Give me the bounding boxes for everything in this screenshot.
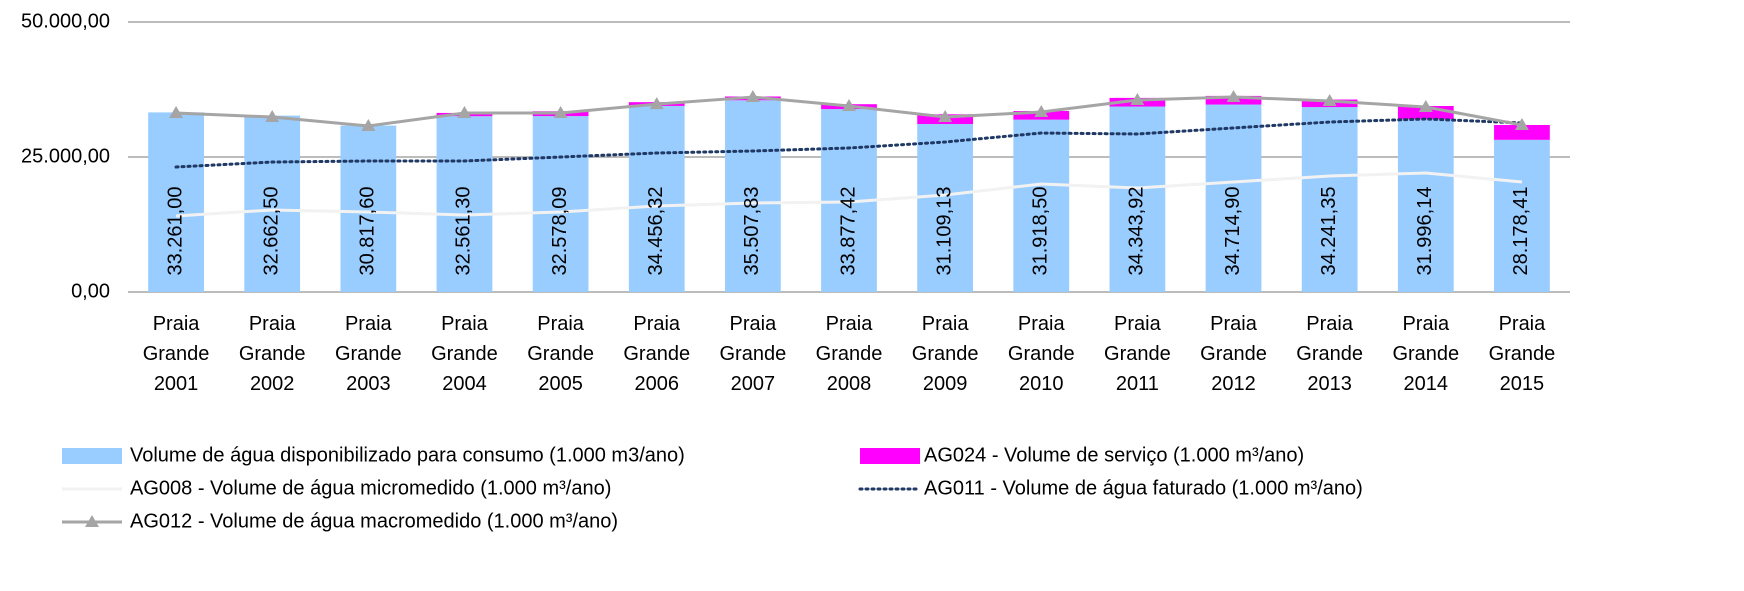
x-tick-label: Praia Grande 2015 [1488,313,1556,395]
bar [1494,139,1550,292]
x-tick-label: Praia Grande 2003 [334,313,402,395]
legend-label: Volume de água disponibilizado para cons… [130,444,685,466]
data-label: 34.343,92 [1126,187,1148,276]
data-label: 33.261,00 [164,187,186,276]
marker [361,119,376,132]
data-label: 31.918,50 [1030,187,1052,276]
legend-swatch [62,448,122,464]
marker [1322,94,1337,107]
marker [842,99,856,112]
x-tick-label: Praia Grande 2008 [815,313,883,395]
legend-swatch [860,448,920,464]
x-tick-label: Praia Grande 2002 [238,313,306,395]
line-series [174,117,1524,169]
bar [148,112,204,293]
legend-label: AG024 - Volume de serviço (1.000 m³/ano) [924,444,1304,466]
x-tick-label: Praia Grande 2004 [431,313,498,395]
legend-label: AG012 - Volume de água macromedido (1.00… [130,510,618,532]
data-label: 35.507,83 [741,187,763,276]
marker [457,105,472,118]
data-label: 32.578,09 [549,187,571,276]
bar [1397,119,1454,292]
data-label: 32.662,50 [260,187,282,276]
x-tick-label: Praia Grande 2007 [719,313,787,395]
bar [532,116,589,293]
bar [436,116,493,293]
y-tick-label: 0,00 [71,280,110,302]
x-tick-label: Praia Grande 2005 [527,313,594,395]
data-label: 34.241,35 [1318,187,1340,276]
legend-label: AG008 - Volume de água micromedido (1.00… [130,477,611,499]
legend-label: AG011 - Volume de água faturado (1.000 m… [924,477,1363,499]
data-label: 32.561,30 [453,187,475,276]
y-tick-label: 25.000,00 [21,145,110,167]
bar [1109,106,1166,292]
marker [649,97,664,110]
marker [169,105,184,118]
marker [1226,90,1241,103]
bar [1494,124,1550,140]
marker [745,90,760,103]
x-tick-label: Praia Grande 2006 [623,313,691,395]
data-label: 30.817,60 [357,187,379,276]
x-tick-label: Praia Grande 2011 [1104,313,1171,395]
data-label: 34.714,90 [1222,187,1244,276]
x-tick-label: Praia Grande 2012 [1200,313,1267,395]
marker [553,105,568,118]
bar [628,105,685,292]
x-tick-label: Praia Grande 2009 [911,313,979,395]
bar [917,124,974,292]
bar [724,100,781,292]
legend-marker [85,515,99,527]
marker [1034,105,1049,118]
x-tick-label: Praia Grande 2010 [1007,313,1075,395]
data-label: 34.456,32 [645,187,667,276]
x-tick-label: Praia Grande 2013 [1296,313,1364,395]
data-label: 28.178,41 [1510,187,1532,276]
x-tick-label: Praia Grande 2014 [1392,313,1460,395]
marker [265,110,280,123]
bar [1013,119,1070,292]
line-series [175,171,1523,218]
marker [1514,117,1529,130]
bar [244,115,301,292]
y-tick-label: 50.000,00 [21,10,110,32]
data-label: 31.996,14 [1414,187,1436,276]
bar [1205,104,1262,292]
x-tick-label: Praia Grande 2001 [142,313,210,395]
marker [1130,93,1145,106]
marker [938,110,953,123]
data-label: 31.109,13 [933,187,955,276]
marker [1418,99,1433,112]
bar [1301,107,1358,292]
data-label: 33.877,42 [837,187,859,276]
bar [340,125,397,292]
